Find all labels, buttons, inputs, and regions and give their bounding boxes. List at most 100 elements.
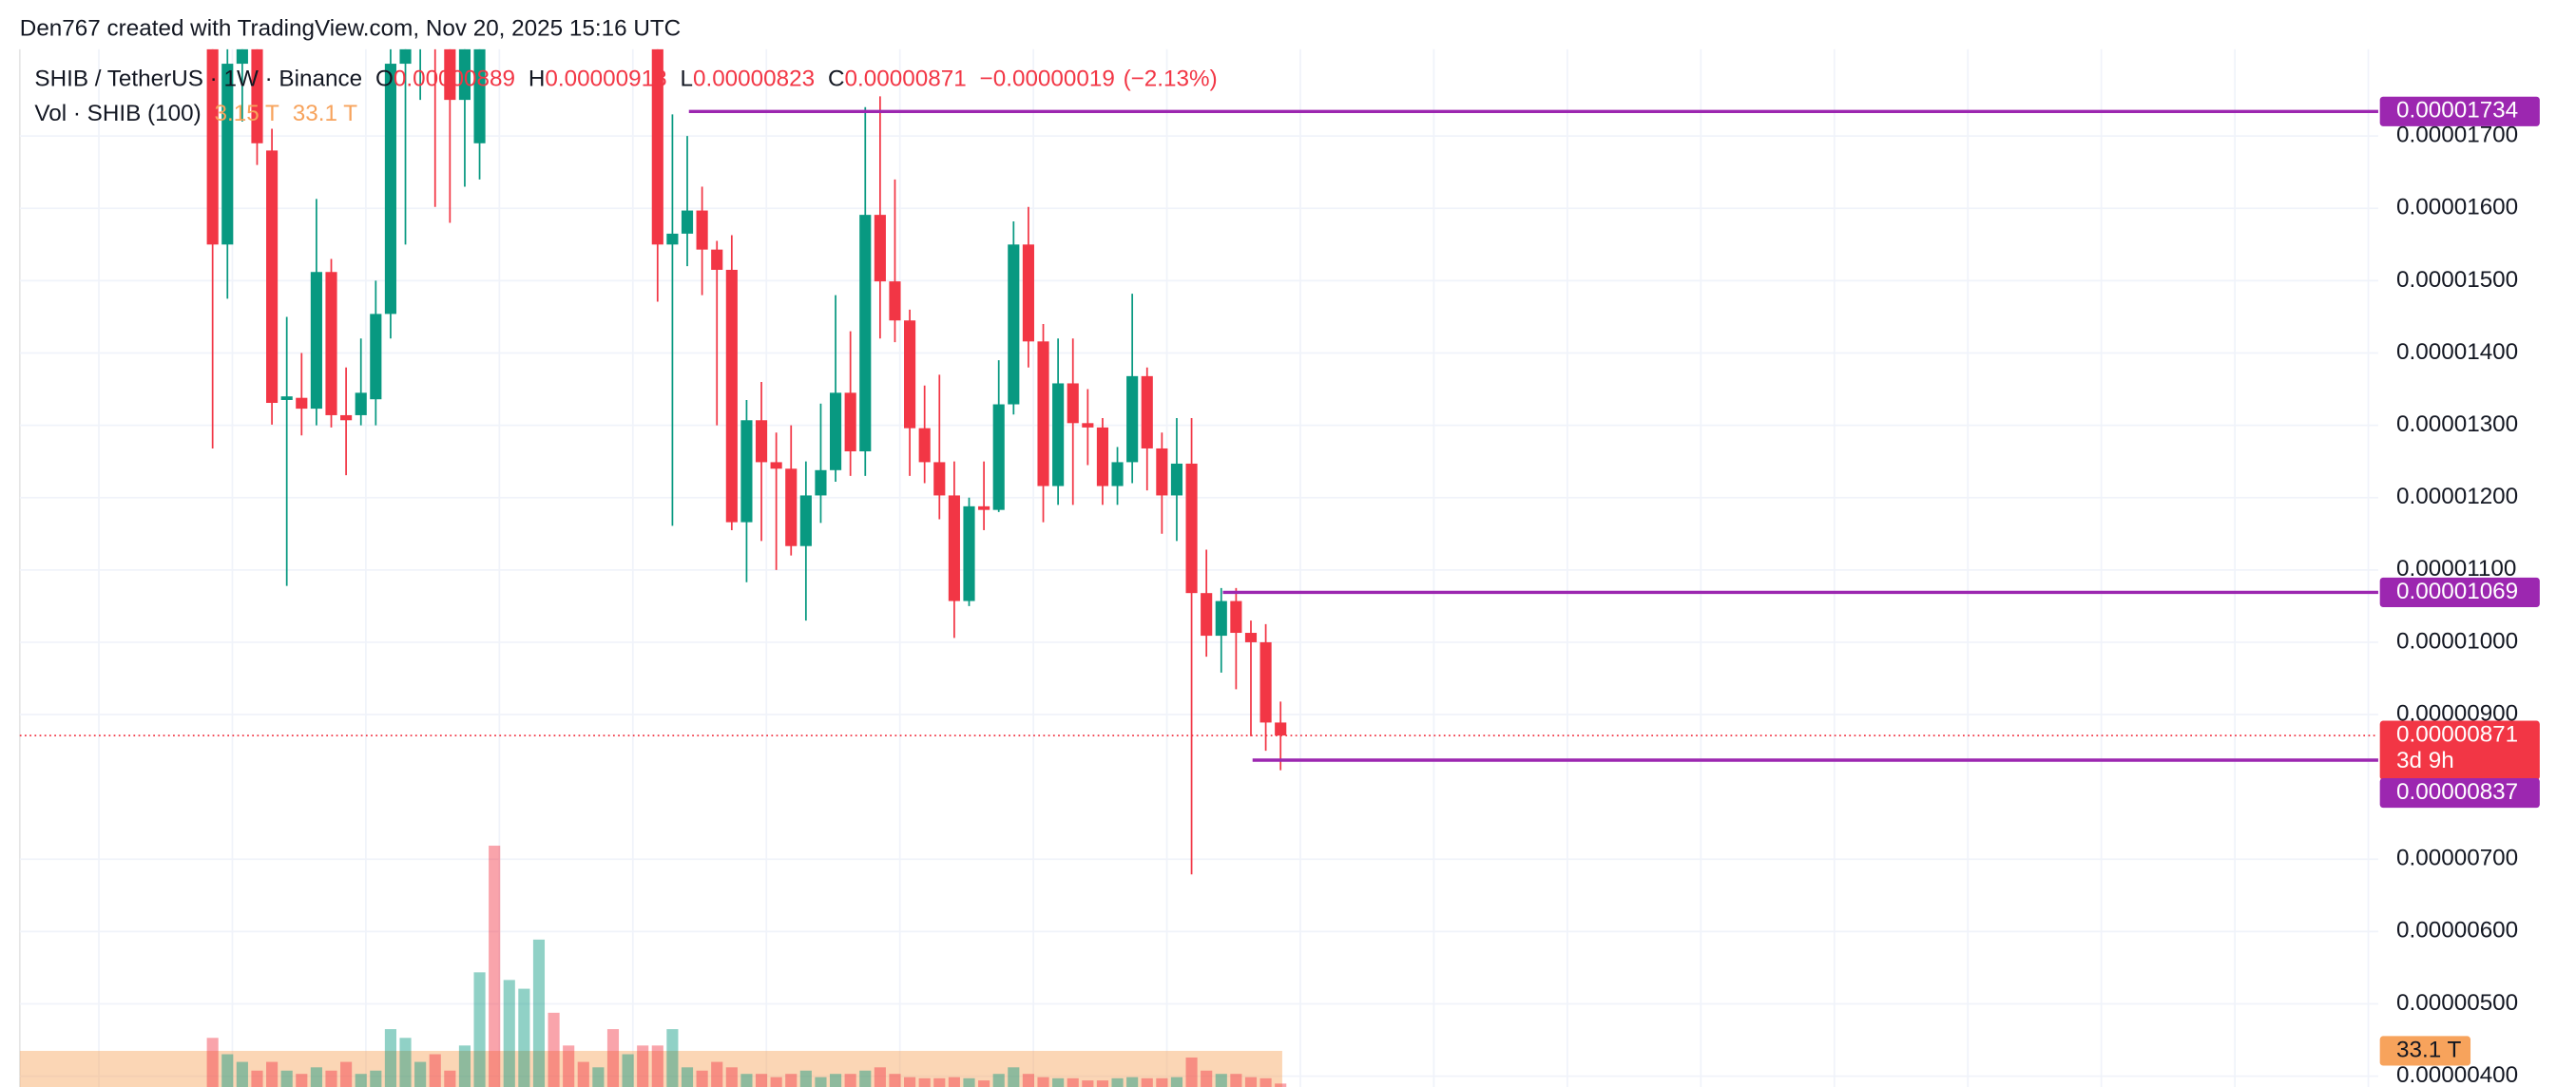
symbol-legend: SHIB / TetherUS · 1W · Binance O0.0000088…: [34, 67, 1217, 92]
volume-bar: [592, 1067, 605, 1087]
candle-body: [1215, 601, 1227, 637]
ohlc-value: 0.00000823: [693, 67, 815, 92]
ohlc-value: 0.00000889: [394, 67, 515, 92]
candle-body: [963, 505, 975, 601]
candle-body: [770, 462, 782, 469]
candle-body: [785, 468, 798, 546]
candle-body: [1230, 601, 1242, 634]
volume-bar: [384, 1029, 396, 1087]
volume-bar: [1022, 1074, 1034, 1087]
volume-current: 3.15 T: [215, 101, 280, 126]
symbol: SHIB / TetherUS · 1W · Binance: [34, 67, 362, 92]
candle-body: [1244, 633, 1258, 642]
volume-bar: [740, 1074, 753, 1087]
volume-legend: Vol · SHIB (100) 3.15 T 33.1 T: [34, 101, 357, 126]
volume-bar: [1008, 1067, 1020, 1087]
candle-body: [948, 495, 960, 601]
candle-body: [296, 397, 308, 410]
volume-bar: [414, 1061, 427, 1087]
last-price-box: [2379, 720, 2540, 780]
attribution: Den767 created with TradingView.com, Nov…: [20, 16, 681, 42]
ohlc-value: 0.00000871: [845, 67, 967, 92]
volume-bar: [266, 1061, 279, 1087]
volume-bar: [933, 1077, 946, 1087]
candle-body: [1037, 341, 1049, 486]
candle-body: [1259, 641, 1272, 723]
volume-ma: 33.1 T: [293, 101, 358, 126]
volume-bar: [444, 1070, 456, 1087]
volume-bar: [206, 1038, 219, 1087]
y-tick-label: 0.00001700: [2396, 123, 2518, 148]
volume-bar: [859, 1070, 872, 1087]
y-tick-label: 0.00001300: [2396, 411, 2518, 437]
volume-bar: [978, 1080, 990, 1087]
volume-bar: [325, 1070, 337, 1087]
volume-bar: [1082, 1080, 1094, 1087]
volume-bar: [829, 1074, 842, 1087]
volume-bar: [1170, 1077, 1183, 1087]
volume-bar: [889, 1074, 901, 1087]
candle-body: [844, 392, 856, 452]
volume-bar: [563, 1045, 575, 1087]
candle-body: [874, 215, 886, 282]
volume-bar: [458, 1045, 471, 1087]
volume-bar: [1185, 1057, 1198, 1087]
candle-body: [399, 48, 412, 65]
countdown: 3d 9h: [2396, 748, 2454, 773]
volume-bar: [799, 1070, 812, 1087]
candle-body: [1008, 244, 1020, 405]
candle-body: [1067, 383, 1079, 424]
level-label-box: [2379, 777, 2540, 809]
volume-bar: [904, 1077, 916, 1087]
volume-bar: [1141, 1077, 1153, 1087]
y-tick-label: 0.00000600: [2396, 918, 2518, 944]
volume-bar: [429, 1054, 441, 1087]
volume-bar: [221, 1054, 234, 1087]
candle-body: [651, 48, 663, 245]
candle-body: [370, 314, 382, 400]
volume-bar: [577, 1061, 589, 1087]
volume-bar: [651, 1045, 663, 1087]
level-label: 0.00001069: [2396, 579, 2518, 604]
candle-body: [473, 48, 486, 143]
candle-body: [1126, 375, 1139, 463]
change-pct: (−2.13%): [1124, 67, 1218, 92]
y-tick-label: 0.00001500: [2396, 267, 2518, 293]
volume-bar: [844, 1074, 856, 1087]
volume-bar: [518, 988, 530, 1087]
volume-bar: [1126, 1077, 1139, 1087]
volume-bar: [1111, 1077, 1124, 1087]
candle-body: [1111, 462, 1124, 486]
candle-body: [1052, 383, 1065, 486]
candle-body: [280, 396, 293, 400]
volume-bar: [473, 972, 486, 1087]
candle-body: [206, 48, 219, 245]
ohlc-key: O: [375, 67, 394, 92]
candle-body: [755, 420, 768, 463]
volume-bar: [1156, 1077, 1168, 1087]
level-label-box: [2379, 577, 2540, 607]
candle-body: [978, 505, 990, 510]
volume-bar: [637, 1045, 649, 1087]
volume-bar: [548, 1012, 560, 1087]
volume-bar: [1201, 1070, 1213, 1087]
y-tick-label: 0.00000500: [2396, 990, 2518, 1016]
candle-body: [829, 392, 842, 470]
volume-bar: [340, 1061, 353, 1087]
volume-bar: [755, 1074, 768, 1087]
volume-bar: [1259, 1077, 1272, 1087]
candle-body: [340, 414, 353, 421]
candle-body: [859, 215, 872, 452]
volume-ma-area: [19, 1050, 1282, 1087]
volume-bar: [948, 1077, 960, 1087]
volume-bar: [355, 1074, 367, 1087]
candle-body: [711, 249, 723, 270]
volume-bar: [251, 1070, 263, 1087]
candle-body: [1082, 423, 1094, 428]
volume-bar: [296, 1074, 308, 1087]
volume-bar: [666, 1029, 679, 1087]
candle-body: [236, 48, 248, 65]
candle-body: [444, 48, 456, 101]
change: −0.00000019: [980, 67, 1115, 92]
